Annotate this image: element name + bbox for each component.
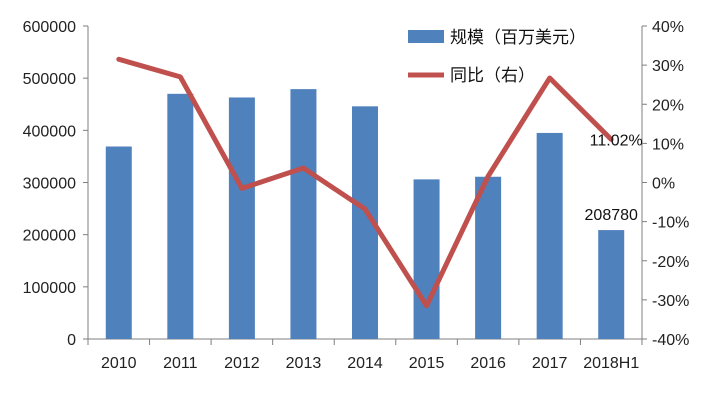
- y-right-tick-label: 10%: [652, 136, 684, 153]
- y-right-tick-label: 30%: [652, 58, 684, 75]
- legend-swatch-bar: [408, 30, 444, 43]
- y-left-tick-label: 400000: [23, 123, 76, 140]
- x-tick-label: 2014: [347, 355, 383, 372]
- y-right-tick-label: 40%: [652, 19, 684, 36]
- bar-2010: [105, 146, 132, 339]
- labels-layer: 208780 11.02%: [585, 132, 643, 224]
- bar-2016: [475, 176, 502, 339]
- bar-2018H1: [598, 230, 625, 339]
- legend-label-line: 同比（右）: [450, 66, 535, 86]
- x-tick-label: 2017: [532, 355, 568, 372]
- bar-2012: [228, 97, 255, 340]
- y-right-tick-label: -20%: [652, 254, 689, 271]
- bar-2015: [413, 179, 440, 339]
- axes-layer: 0 100000 200000 300000 400000 500000 600000 -40…: [23, 19, 690, 372]
- x-tick-label: 2018H1: [583, 355, 639, 372]
- y-left-tick-label: 100000: [23, 280, 76, 297]
- y-right-tick-label: -30%: [652, 293, 689, 310]
- x-tick-label: 2011: [163, 355, 198, 372]
- bar-2011: [167, 93, 194, 339]
- legend-label-bar: 规模（百万美元）: [450, 28, 586, 48]
- y-left-tick-label: 500000: [23, 71, 76, 88]
- y-right-tick-label: 20%: [652, 97, 684, 114]
- y-right-tick-label: 0%: [652, 176, 675, 193]
- line-layer: [116, 56, 614, 309]
- data-label-bar: 208780: [585, 207, 638, 224]
- y-left-tick-label: 600000: [23, 19, 76, 36]
- x-tick-label: 2015: [409, 355, 445, 372]
- legend: 规模（百万美元） 同比（右）: [408, 28, 586, 86]
- bar-2017: [536, 132, 563, 339]
- x-tick-label: 2010: [101, 355, 137, 372]
- y-left-tick-label: 200000: [23, 228, 76, 245]
- y-right-tick-label: -10%: [652, 215, 689, 232]
- x-tick-label: 2013: [286, 355, 322, 372]
- x-tick-label: 2016: [470, 355, 506, 372]
- data-label-line: 11.02%: [590, 132, 643, 149]
- x-tick-label: 2012: [224, 355, 260, 372]
- y-left-tick-label: 0: [67, 332, 76, 349]
- bar-2013: [290, 89, 317, 339]
- bars-layer: [105, 89, 625, 340]
- y-right-tick-label: -40%: [652, 332, 689, 349]
- y-left-tick-label: 300000: [23, 176, 76, 193]
